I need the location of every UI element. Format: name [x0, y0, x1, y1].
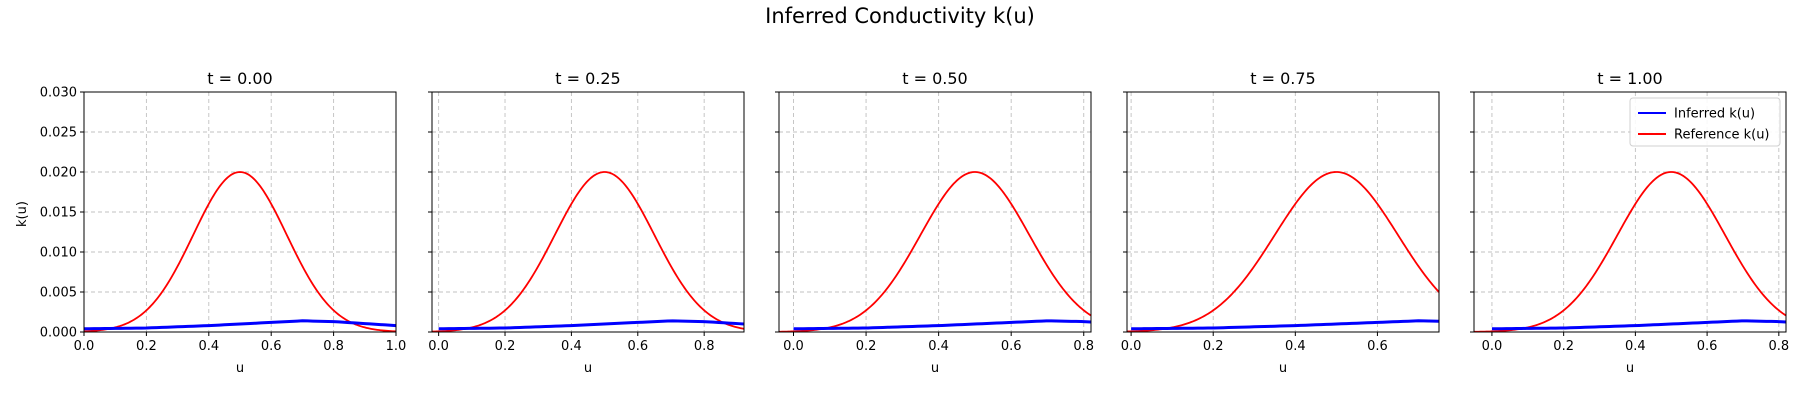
x-tick-label: 0.0: [1121, 339, 1142, 354]
x-tick-label: 0.8: [1073, 339, 1094, 354]
x-tick-label: 0.6: [1697, 339, 1718, 354]
x-tick-label: 0.4: [928, 339, 949, 354]
x-tick-label: 0.6: [261, 339, 282, 354]
inferred-k-line: [793, 319, 1091, 331]
panel-title: t = 1.00: [1597, 69, 1662, 88]
x-axis-label: u: [931, 361, 939, 376]
legend-label: Reference k(u): [1674, 128, 1770, 143]
y-tick-label: 0.020: [40, 166, 77, 181]
x-axis-label: u: [1626, 361, 1634, 376]
x-tick-label: 0.2: [1553, 339, 1574, 354]
legend-label: Inferred k(u): [1674, 107, 1755, 122]
x-axis-label: u: [236, 361, 244, 376]
x-tick-label: 0.0: [1482, 339, 1503, 354]
x-tick-label: 0.8: [694, 339, 715, 354]
reference-k-line: [84, 171, 396, 332]
x-tick-label: 0.6: [1001, 339, 1022, 354]
x-tick-label: 0.4: [1625, 339, 1646, 354]
panel-title: t = 0.75: [1250, 69, 1315, 88]
x-tick-label: 0.2: [495, 339, 516, 354]
reference-k-line: [1127, 171, 1439, 332]
inferred-k-line: [84, 319, 396, 331]
x-axis-label: u: [1279, 361, 1287, 376]
x-tick-label: 0.8: [323, 339, 344, 354]
y-tick-label: 0.000: [40, 326, 77, 341]
y-axis-label: k(u): [15, 201, 30, 227]
x-tick-label: 0.6: [627, 339, 648, 354]
panel-1: 0.0 0.2 0.4 0.6 0.8 t = 0.25 u: [428, 69, 745, 376]
x-tick-label: 0.4: [1285, 339, 1306, 354]
reference-k-line: [432, 171, 744, 332]
x-tick-label: 0.4: [198, 339, 219, 354]
inferred-k-line: [1491, 319, 1786, 331]
y-tick-label: 0.015: [40, 206, 77, 221]
figure-title: Inferred Conductivity k(u): [765, 4, 1035, 28]
legend: Inferred k(u) Reference k(u): [1629, 97, 1781, 147]
panel-title: t = 0.00: [207, 69, 272, 88]
y-tick-label: 0.005: [40, 286, 77, 301]
x-tick-label: 0.2: [1203, 339, 1224, 354]
x-tick-label: 0.0: [74, 339, 95, 354]
legend-box: [1629, 97, 1781, 147]
x-tick-label: 0.0: [783, 339, 804, 354]
panel-4: 0.0 0.2 0.4 0.6 0.8 t = 1.00 u Inferred k(u) Ref…: [1470, 69, 1789, 376]
x-axis-label: u: [584, 361, 592, 376]
y-tick-label: 0.025: [40, 126, 77, 141]
panel-title: t = 0.50: [902, 69, 967, 88]
y-tick-label: 0.010: [40, 246, 77, 261]
x-tick-label: 0.2: [136, 339, 157, 354]
inferred-k-line: [1131, 319, 1439, 331]
inferred-k-line: [438, 319, 744, 331]
x-tick-label: 0.4: [561, 339, 582, 354]
panel-3: 0.0 0.2 0.4 0.6 t = 0.75 u: [1121, 69, 1440, 376]
y-tick-label: 0.030: [40, 86, 77, 101]
x-tick-label: 0.0: [428, 339, 449, 354]
panel-title: t = 0.25: [555, 69, 620, 88]
panel-2: 0.0 0.2 0.4 0.6 0.8 t = 0.50 u: [775, 69, 1094, 376]
x-tick-label: 0.8: [1768, 339, 1789, 354]
x-tick-label: 0.6: [1367, 339, 1388, 354]
x-tick-label: 1.0: [386, 339, 407, 354]
x-tick-label: 0.2: [856, 339, 877, 354]
panel-0: 0.000 0.005 0.010 0.015 0.020 0.025 0.030 0.0 0.…: [40, 69, 407, 376]
